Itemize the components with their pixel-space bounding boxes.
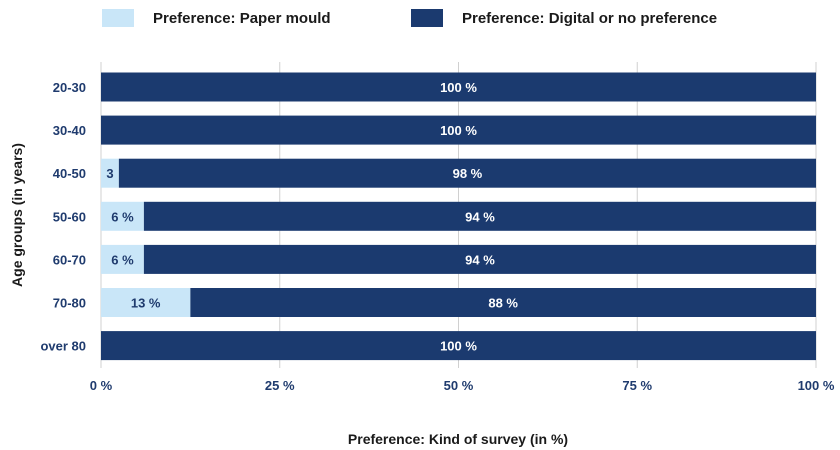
x-tick-label-3: 75 % [622,378,652,393]
category-label-1: 30-40 [53,123,86,138]
x-tick-label-1: 25 % [265,378,295,393]
data-label-digital-3: 94 % [465,209,495,224]
category-label-3: 50-60 [53,209,86,224]
bar-digital-0 [101,72,816,102]
data-label-paper-2: 3 [106,166,113,181]
data-label-digital-2: 98 % [453,166,483,181]
data-label-digital-1: 100 % [440,123,477,138]
data-label-paper-4: 6 % [111,252,134,267]
bar-digital-2 [118,158,816,188]
legend-label-0: Preference: Paper mould [153,10,331,27]
legend-swatch-0 [102,9,134,27]
bar-digital-1 [101,115,816,145]
bar-digital-5 [190,288,816,317]
data-label-paper-3: 6 % [111,209,134,224]
bar-paper-3 [101,201,144,231]
legend: Preference: Paper mould Preference: Digit… [102,9,717,27]
bar-digital-3 [143,201,816,231]
x-tick-label-4: 100 % [798,378,835,393]
x-tick-labels: 0 % 25 % 50 % 75 % 100 % [90,378,835,393]
data-label-digital-0: 100 % [440,80,477,95]
bar-paper-4 [101,244,144,274]
category-labels: 20-30 30-40 40-50 50-60 60-70 70-80 over 80 [40,80,86,354]
x-tick-label-2: 50 % [444,378,474,393]
legend-label-1: Preference: Digital or no preference [462,10,717,27]
bar-paper-2 [101,158,119,188]
data-label-digital-6: 100 % [440,339,477,354]
category-label-2: 40-50 [53,166,86,181]
data-label-digital-5: 88 % [488,296,518,311]
data-label-paper-5: 13 % [131,296,161,311]
y-axis-title: Age groups (in years) [9,143,25,287]
bars: 100 % 100 % 3 98 % 6 % 94 % 6 % 94 % 13 % 88 % 100… [101,72,816,361]
data-label-digital-4: 94 % [465,252,495,267]
category-label-4: 60-70 [53,252,86,267]
legend-swatch-1 [411,9,443,27]
category-label-5: 70-80 [53,296,86,311]
x-axis-title: Preference: Kind of survey (in %) [348,431,568,447]
bar-digital-6 [101,331,816,361]
x-tick-label-0: 0 % [90,378,113,393]
bar-digital-4 [143,244,816,274]
category-label-6: over 80 [40,339,86,354]
bar-paper-5 [101,288,191,317]
category-label-0: 20-30 [53,80,86,95]
